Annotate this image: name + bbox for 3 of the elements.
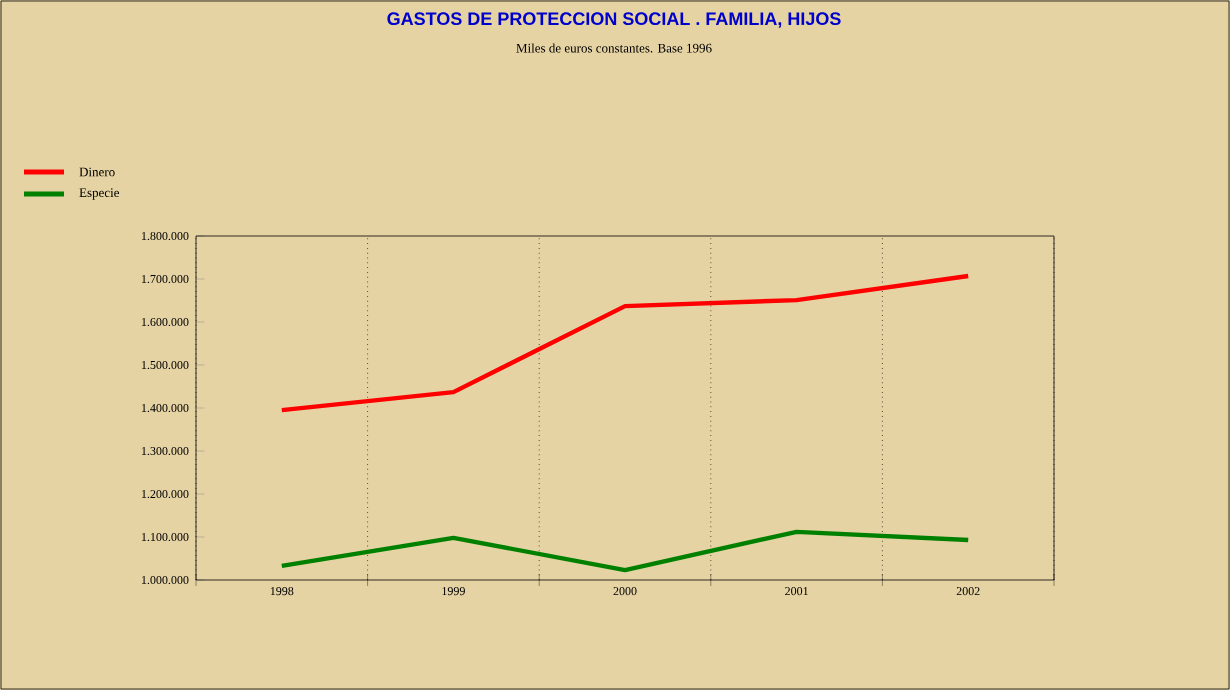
chart-title: GASTOS DE PROTECCION SOCIAL . FAMILIA, HIJOS xyxy=(387,12,841,28)
line-series xyxy=(279,273,971,413)
line-series xyxy=(279,529,971,573)
